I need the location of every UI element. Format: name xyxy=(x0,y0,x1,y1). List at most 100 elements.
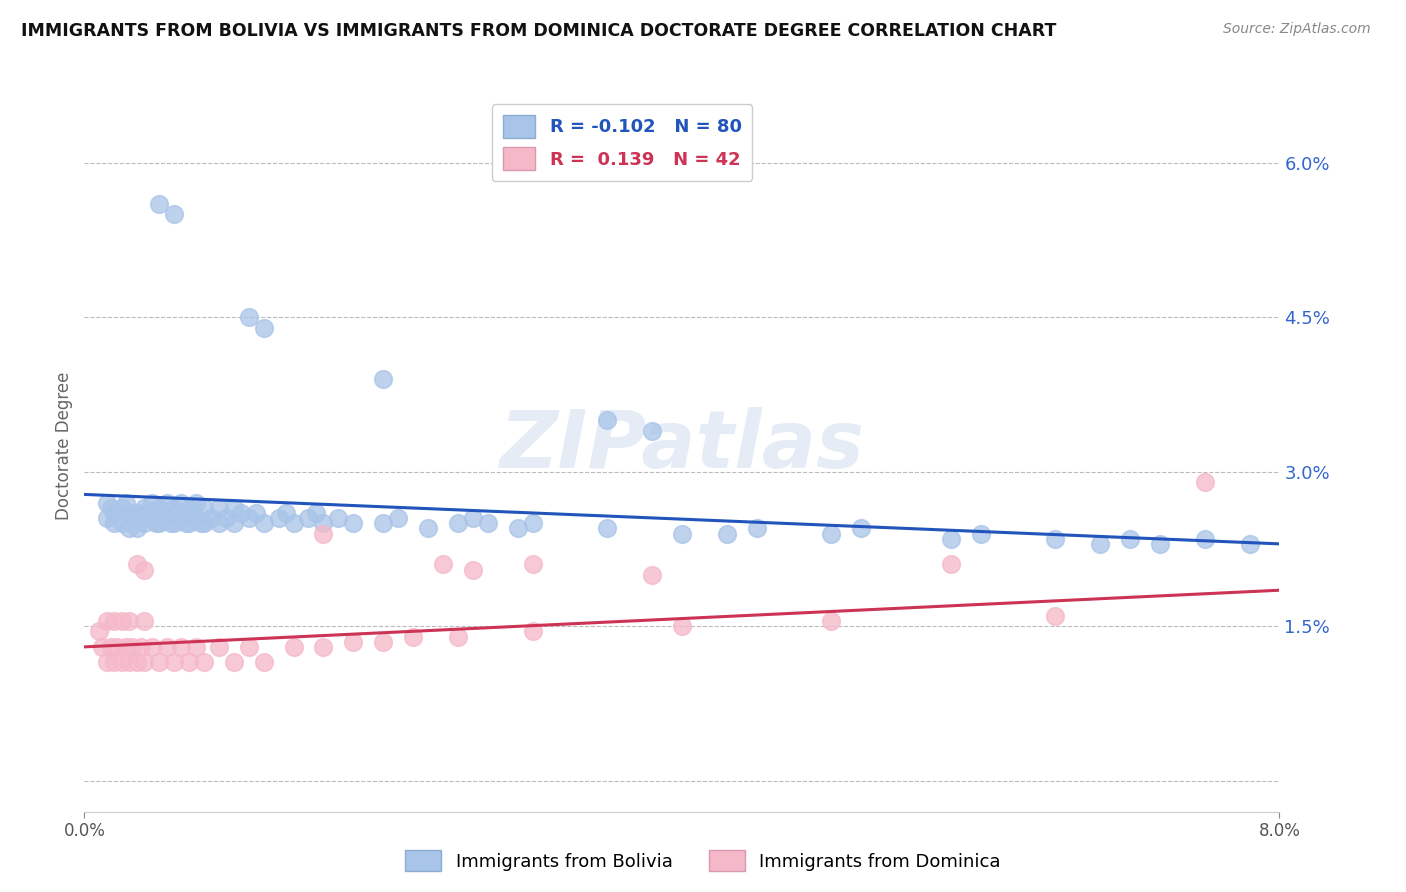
Point xyxy=(1149,537,1171,551)
Point xyxy=(155,496,177,510)
Point xyxy=(115,496,138,510)
Point xyxy=(148,500,170,515)
Point xyxy=(141,511,163,525)
Point xyxy=(125,656,148,670)
Point xyxy=(125,521,148,535)
Point xyxy=(103,656,125,670)
Point xyxy=(342,634,364,648)
Point xyxy=(820,526,842,541)
Point xyxy=(177,500,200,515)
Point xyxy=(208,640,231,654)
Point xyxy=(121,511,143,525)
Point xyxy=(238,640,260,654)
Point xyxy=(100,640,122,654)
Point xyxy=(373,516,395,531)
Point xyxy=(177,656,200,670)
Point xyxy=(96,511,118,525)
Point xyxy=(186,640,208,654)
Point xyxy=(641,567,664,582)
Point xyxy=(105,640,128,654)
Point xyxy=(402,630,425,644)
Point xyxy=(121,640,143,654)
Point xyxy=(111,614,134,628)
Point xyxy=(132,516,156,531)
Point xyxy=(274,506,297,520)
Point xyxy=(111,516,134,531)
Point xyxy=(103,516,125,531)
Point xyxy=(641,424,664,438)
Point xyxy=(716,526,738,541)
Point xyxy=(596,413,619,427)
Text: Source: ZipAtlas.com: Source: ZipAtlas.com xyxy=(1223,22,1371,37)
Point xyxy=(145,516,167,531)
Point xyxy=(305,506,328,520)
Point xyxy=(125,506,148,520)
Point xyxy=(461,511,484,525)
Point xyxy=(129,511,152,525)
Point xyxy=(1194,475,1216,489)
Point xyxy=(283,640,305,654)
Point xyxy=(231,506,253,520)
Point xyxy=(125,558,148,572)
Point xyxy=(163,207,186,221)
Point xyxy=(447,630,470,644)
Point xyxy=(939,558,962,572)
Text: ZIPatlas: ZIPatlas xyxy=(499,407,865,485)
Y-axis label: Doctorate Degree: Doctorate Degree xyxy=(55,372,73,520)
Point xyxy=(522,624,544,639)
Point xyxy=(820,614,842,628)
Point xyxy=(170,511,193,525)
Point xyxy=(115,640,138,654)
Point xyxy=(1045,609,1067,624)
Point xyxy=(671,619,693,633)
Point xyxy=(222,656,245,670)
Point xyxy=(312,640,335,654)
Point xyxy=(103,614,125,628)
Point xyxy=(129,640,152,654)
Point xyxy=(103,506,125,520)
Point xyxy=(506,521,529,535)
Point xyxy=(118,506,141,520)
Point xyxy=(160,516,183,531)
Point xyxy=(174,516,197,531)
Point xyxy=(342,516,364,531)
Point xyxy=(132,500,156,515)
Point xyxy=(170,640,193,654)
Point xyxy=(1119,532,1142,546)
Text: IMMIGRANTS FROM BOLIVIA VS IMMIGRANTS FROM DOMINICA DOCTORATE DEGREE CORRELATION: IMMIGRANTS FROM BOLIVIA VS IMMIGRANTS FR… xyxy=(21,22,1056,40)
Point xyxy=(222,500,245,515)
Point xyxy=(132,563,156,577)
Point xyxy=(671,526,693,541)
Point xyxy=(851,521,873,535)
Point xyxy=(193,516,215,531)
Point xyxy=(1194,532,1216,546)
Point xyxy=(96,614,118,628)
Point xyxy=(939,532,962,546)
Point xyxy=(208,516,231,531)
Point xyxy=(177,516,200,531)
Point xyxy=(148,656,170,670)
Point xyxy=(96,656,118,670)
Point xyxy=(416,521,439,535)
Point xyxy=(1239,537,1261,551)
Point xyxy=(163,500,186,515)
Point xyxy=(522,516,544,531)
Point xyxy=(312,516,335,531)
Point xyxy=(136,506,159,520)
Point xyxy=(181,506,204,520)
Point xyxy=(155,640,177,654)
Point xyxy=(245,506,267,520)
Point xyxy=(596,521,619,535)
Point xyxy=(267,511,290,525)
Point xyxy=(312,526,335,541)
Point xyxy=(970,526,993,541)
Point xyxy=(148,516,170,531)
Point xyxy=(238,511,260,525)
Point xyxy=(208,500,231,515)
Point xyxy=(100,500,122,515)
Point xyxy=(150,506,173,520)
Point xyxy=(328,511,350,525)
Point xyxy=(193,500,215,515)
Point xyxy=(163,516,186,531)
Point xyxy=(118,656,141,670)
